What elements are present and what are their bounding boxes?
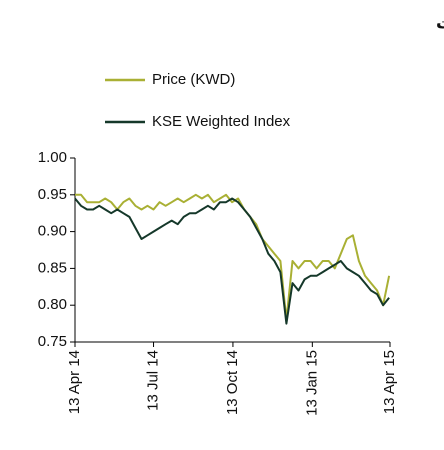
x-tick-label: 13 Jul 14 [145, 350, 162, 411]
legend-label: KSE Weighted Index [152, 113, 291, 130]
series-line [74, 197, 390, 325]
y-tick-label: 0.90 [38, 223, 67, 240]
x-tick-label: 13 Oct 14 [224, 350, 241, 415]
y-tick-label: 0.95 [38, 186, 67, 203]
y-tick-label: 0.85 [38, 259, 67, 276]
x-tick-label: 13 Apr 15 [381, 350, 398, 414]
y-tick-label: 0.75 [38, 333, 67, 350]
chart-title: سعر السهم مقارنة بالمؤشر الوزني لبورصة ا… [436, 13, 444, 33]
legend-label: Price (KWD) [152, 71, 235, 88]
y-tick-label: 1.00 [38, 149, 67, 166]
y-tick-label: 0.80 [38, 296, 67, 313]
x-tick-label: 13 Jan 15 [303, 350, 320, 416]
x-tick-label: 13 Apr 14 [66, 350, 83, 414]
